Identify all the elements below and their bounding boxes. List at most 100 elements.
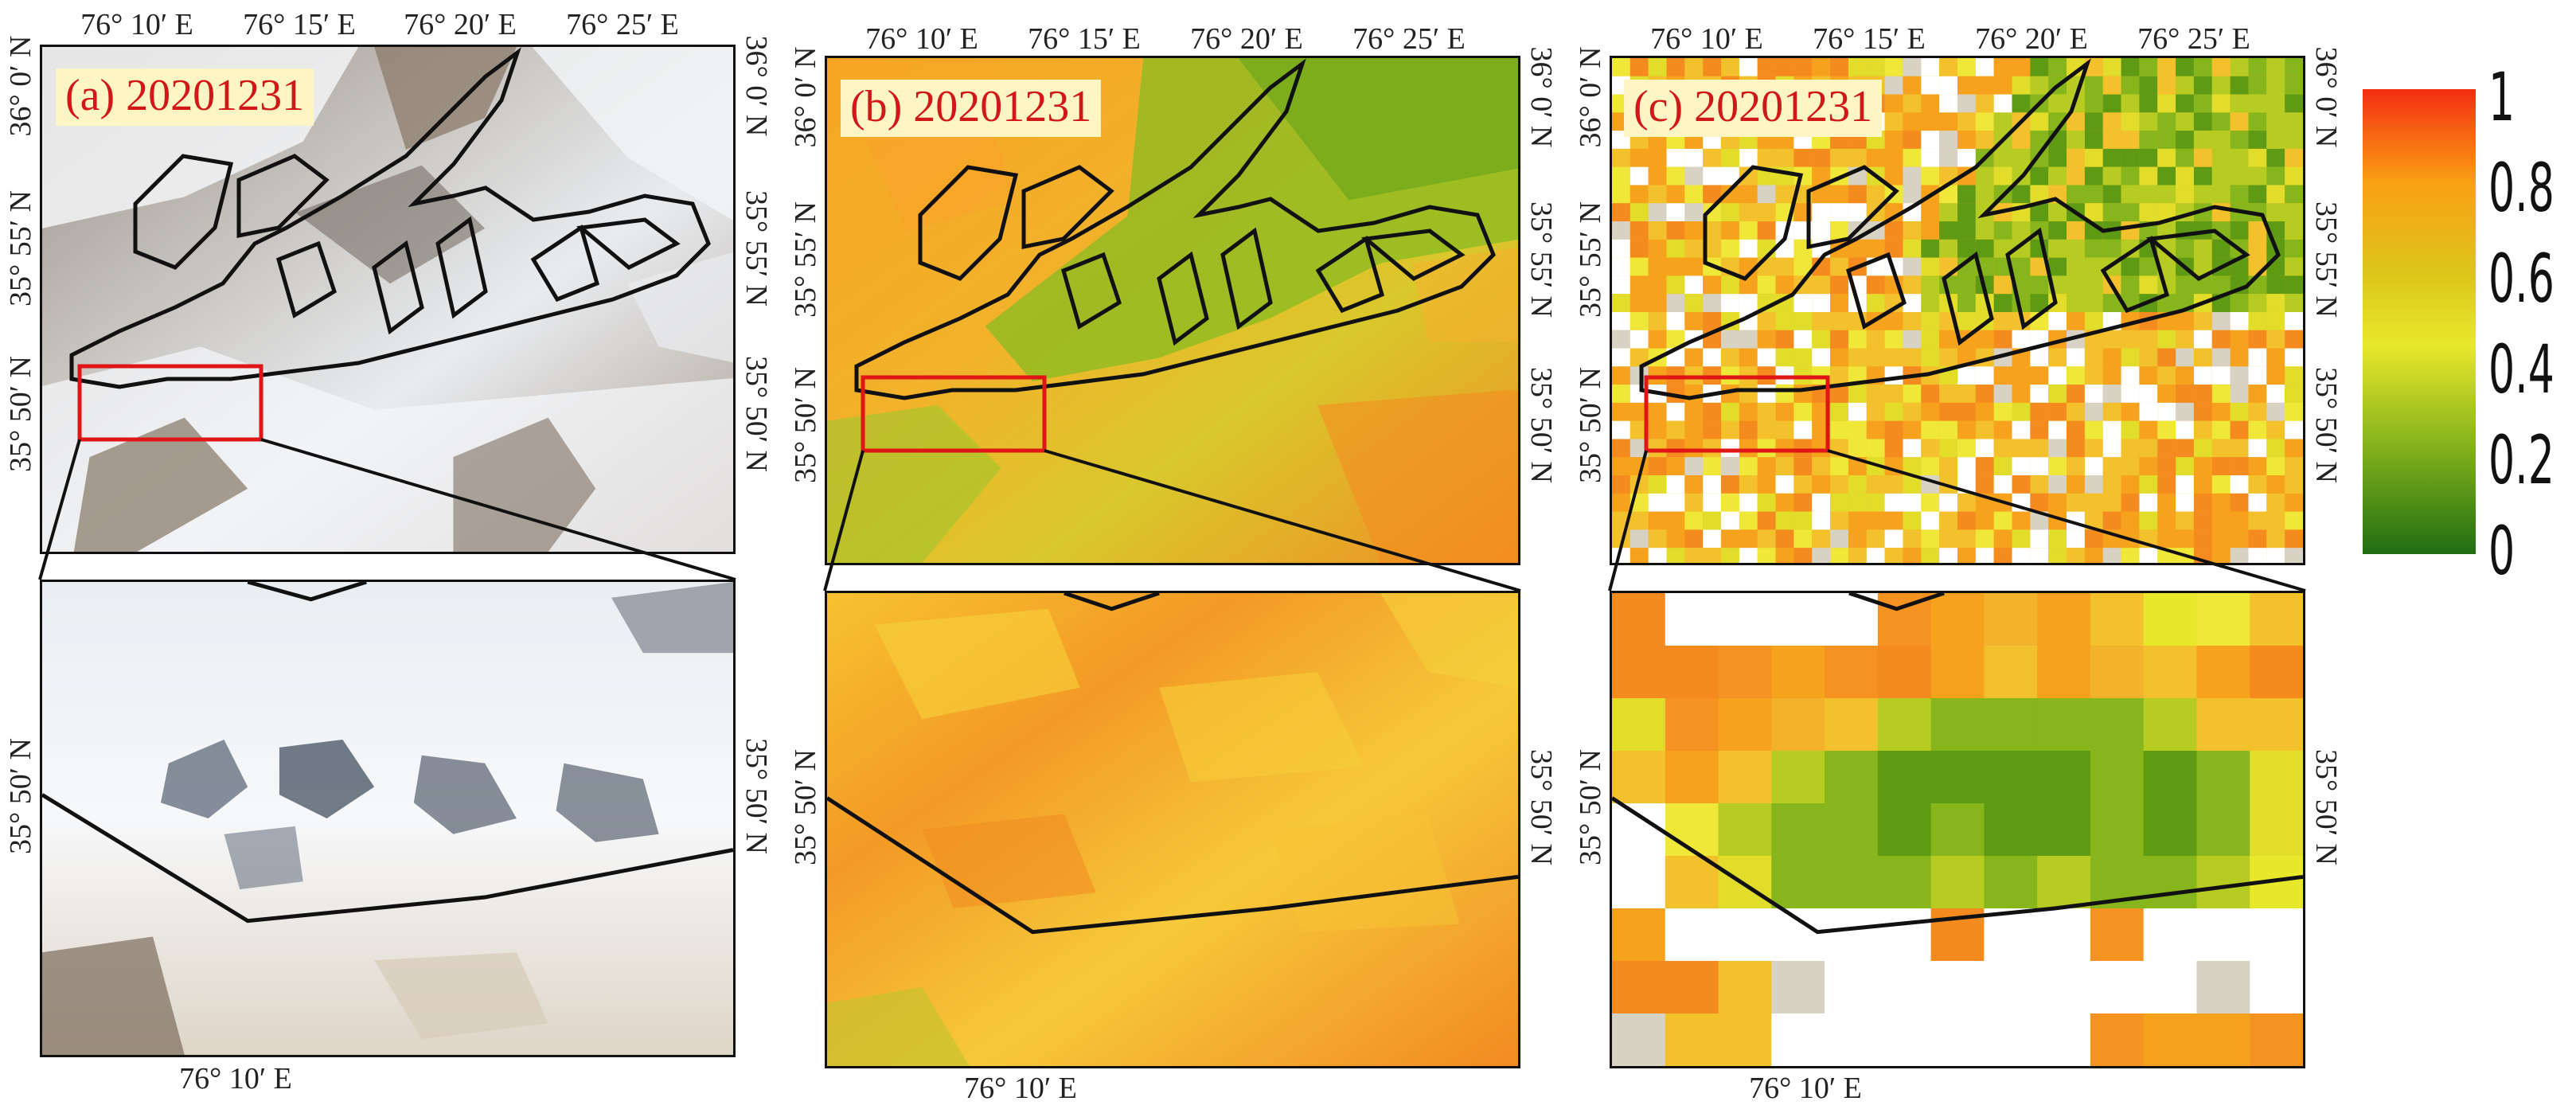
coarse-pixel bbox=[1630, 402, 1649, 421]
coarse-inset-pixel bbox=[1825, 803, 1879, 857]
coarse-inset-pixel bbox=[1612, 803, 1666, 857]
coarse-pixel bbox=[1703, 439, 1722, 458]
coarse-pixel bbox=[1939, 511, 1957, 530]
coarse-pixel bbox=[2211, 58, 2231, 76]
coarse-pixel bbox=[1866, 203, 1885, 222]
coarse-pixel bbox=[1975, 385, 1994, 403]
coarse-pixel bbox=[2193, 148, 2212, 167]
coarse-pixel bbox=[2067, 475, 2085, 494]
coarse-pixel bbox=[2193, 475, 2212, 494]
coarse-pixel bbox=[2211, 148, 2231, 167]
coarse-pixel bbox=[1939, 58, 1957, 76]
coarse-pixel bbox=[1793, 529, 1813, 549]
coarse-inset-pixel bbox=[1771, 803, 1825, 857]
coarse-pixel bbox=[1848, 475, 1867, 494]
coarse-pixel bbox=[2030, 385, 2049, 403]
coarse-pixel bbox=[1812, 148, 1831, 167]
coarse-pixel bbox=[1866, 475, 1885, 494]
coarse-inset-pixel bbox=[1930, 593, 1985, 646]
coarse-pixel bbox=[1812, 257, 1831, 276]
coarse-pixel bbox=[2211, 275, 2231, 295]
coarse-pixel bbox=[2157, 529, 2176, 549]
coarse-pixel bbox=[1957, 257, 1976, 276]
coarse-pixel bbox=[2176, 275, 2194, 295]
coarse-pixel bbox=[2139, 58, 2158, 76]
coarse-pixel bbox=[1812, 239, 1831, 258]
coarse-pixel bbox=[2176, 185, 2194, 204]
coarse-pixel bbox=[1812, 420, 1831, 439]
a-y-label-1-right: 35° 50′ N bbox=[740, 356, 773, 472]
coarse-pixel bbox=[1793, 457, 1813, 476]
coarse-pixel bbox=[2067, 112, 2085, 131]
coarse-pixel bbox=[2067, 94, 2085, 113]
coarse-pixel bbox=[2157, 185, 2176, 204]
coarse-pixel bbox=[2030, 221, 2049, 240]
coarse-pixel bbox=[1630, 221, 1649, 240]
coarse-pixel bbox=[1757, 548, 1776, 563]
coarse-pixel bbox=[2157, 294, 2176, 312]
coarse-pixel bbox=[2266, 294, 2285, 312]
coarse-inset-pixel bbox=[1877, 1013, 1932, 1066]
coarse-pixel bbox=[2285, 203, 2303, 222]
coarse-pixel bbox=[2139, 366, 2158, 385]
coarse-pixel bbox=[1903, 311, 1922, 330]
coarse-pixel bbox=[1921, 402, 1940, 421]
coarse-pixel bbox=[1648, 294, 1667, 312]
coarse-pixel bbox=[1684, 402, 1704, 421]
coarse-pixel bbox=[2139, 420, 2158, 439]
coarse-pixel bbox=[2230, 529, 2249, 549]
coarse-pixel bbox=[1666, 475, 1685, 494]
coarse-inset-pixel bbox=[1877, 751, 1932, 804]
coarse-pixel bbox=[1884, 76, 1903, 95]
coarse-pixel bbox=[1812, 221, 1831, 240]
coarse-pixel bbox=[1884, 257, 1903, 276]
coarse-pixel bbox=[1793, 511, 1813, 530]
coarse-pixel bbox=[2176, 166, 2194, 185]
coarse-pixel bbox=[2048, 131, 2067, 149]
coarse-pixel bbox=[1684, 457, 1704, 476]
coarse-pixel bbox=[2193, 94, 2212, 113]
coarse-pixel bbox=[2067, 385, 2085, 403]
coarse-pixel bbox=[2266, 275, 2285, 295]
coarse-pixel bbox=[1684, 166, 1704, 185]
coarse-pixel bbox=[2030, 131, 2049, 149]
coarse-pixel bbox=[2012, 148, 2031, 167]
coarse-pixel bbox=[2211, 529, 2231, 549]
coarse-pixel bbox=[1866, 148, 1885, 167]
a-inset-y-label-right: 35° 50′ N bbox=[740, 738, 773, 854]
coarse-pixel bbox=[1830, 58, 1848, 76]
coarse-pixel bbox=[2012, 475, 2031, 494]
coarse-pixel bbox=[2084, 185, 2103, 204]
coarse-pixel bbox=[1903, 475, 1922, 494]
coarse-pixel bbox=[1739, 493, 1758, 512]
coarse-pixel bbox=[2102, 420, 2121, 439]
coarse-pixel bbox=[1684, 529, 1704, 549]
coarse-pixel bbox=[1903, 330, 1922, 349]
coarse-pixel bbox=[1921, 112, 1940, 131]
coarse-pixel bbox=[1703, 239, 1722, 258]
coarse-pixel bbox=[1775, 166, 1794, 185]
coarse-pixel bbox=[1666, 166, 1685, 185]
coarse-inset-pixel bbox=[1877, 698, 1932, 752]
coarse-pixel bbox=[2211, 203, 2231, 222]
coarse-pixel bbox=[1612, 493, 1630, 512]
coarse-pixel bbox=[2048, 239, 2067, 258]
coarse-pixel bbox=[1903, 239, 1922, 258]
coarse-pixel bbox=[1793, 275, 1813, 295]
coarse-pixel bbox=[2211, 439, 2231, 458]
coarse-pixel bbox=[1666, 239, 1685, 258]
coarse-pixel bbox=[1703, 348, 1722, 367]
coarse-pixel bbox=[1975, 348, 1994, 367]
coarse-pixel bbox=[2139, 275, 2158, 295]
coarse-pixel bbox=[2176, 131, 2194, 149]
coarse-pixel bbox=[1721, 493, 1739, 512]
coarse-pixel bbox=[1812, 166, 1831, 185]
coarse-pixel bbox=[2285, 58, 2303, 76]
coarse-inset-pixel bbox=[1771, 961, 1825, 1014]
coarse-pixel bbox=[2211, 385, 2231, 403]
coarse-pixel bbox=[1666, 348, 1685, 367]
coarse-pixel bbox=[2121, 348, 2140, 367]
coarse-pixel bbox=[1939, 76, 1957, 95]
coarse-pixel bbox=[2030, 311, 2049, 330]
coarse-pixel bbox=[1884, 511, 1903, 530]
